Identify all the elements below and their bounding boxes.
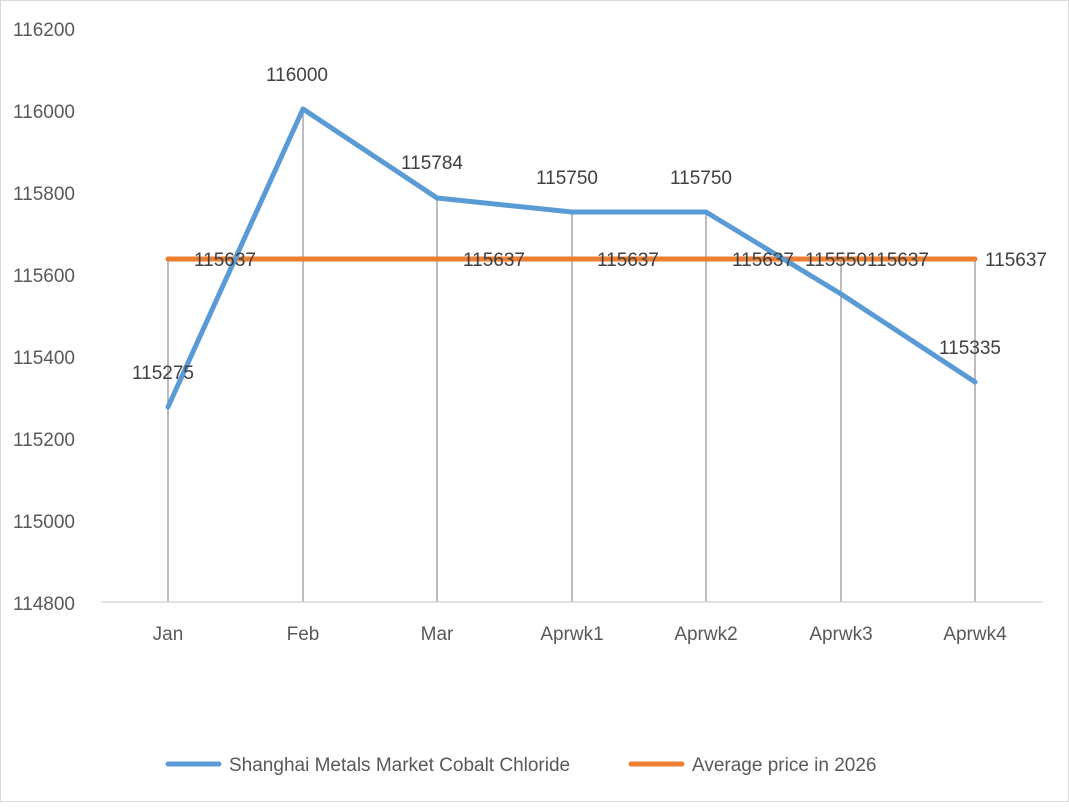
x-tick: Aprwk2	[674, 624, 737, 645]
data-label: 115637	[194, 250, 256, 271]
legend: Shanghai Metals Market Cobalt Chloride A…	[165, 755, 877, 776]
legend-label-average: Average price in 2026	[692, 755, 877, 776]
data-label: 115550	[805, 250, 867, 271]
x-tick: Feb	[287, 624, 320, 645]
x-tick: Jan	[153, 624, 184, 645]
y-axis: 116200 116000 115800 115600 115400 11520…	[13, 20, 75, 615]
y-tick: 115200	[13, 430, 75, 451]
average-data-labels: 115637 115637 115637 115637 115637 11563…	[194, 250, 1047, 271]
y-tick: 115400	[13, 348, 75, 369]
y-tick: 114800	[13, 594, 75, 615]
data-label: 115637	[867, 250, 929, 271]
series-cobalt-chloride-line	[165, 106, 978, 410]
data-label: 115637	[985, 250, 1047, 271]
x-axis: Jan Feb Mar Aprwk1 Aprwk2 Aprwk3 Aprwk4	[153, 624, 1007, 645]
y-tick: 116200	[13, 20, 75, 41]
data-label: 115275	[132, 363, 194, 384]
data-label: 115637	[463, 250, 525, 271]
y-tick: 115000	[13, 512, 75, 533]
x-tick: Aprwk3	[809, 624, 872, 645]
data-label: 116000	[266, 65, 328, 86]
y-tick: 115600	[13, 266, 75, 287]
drop-lines	[167, 109, 976, 602]
data-label: 115637	[732, 250, 794, 271]
cobalt-data-labels: 115275 116000 115784 115750 115750 11555…	[132, 65, 1001, 384]
x-tick: Aprwk1	[540, 624, 603, 645]
data-label: 115750	[670, 168, 732, 189]
data-label: 115637	[597, 250, 659, 271]
data-label: 115750	[536, 168, 598, 189]
data-label: 115784	[401, 153, 463, 174]
data-label: 115335	[939, 338, 1001, 359]
x-tick: Mar	[421, 624, 454, 645]
legend-label-cobalt: Shanghai Metals Market Cobalt Chloride	[229, 755, 570, 776]
y-tick: 115800	[13, 184, 75, 205]
y-tick: 116000	[13, 102, 75, 123]
x-tick: Aprwk4	[943, 624, 1007, 645]
